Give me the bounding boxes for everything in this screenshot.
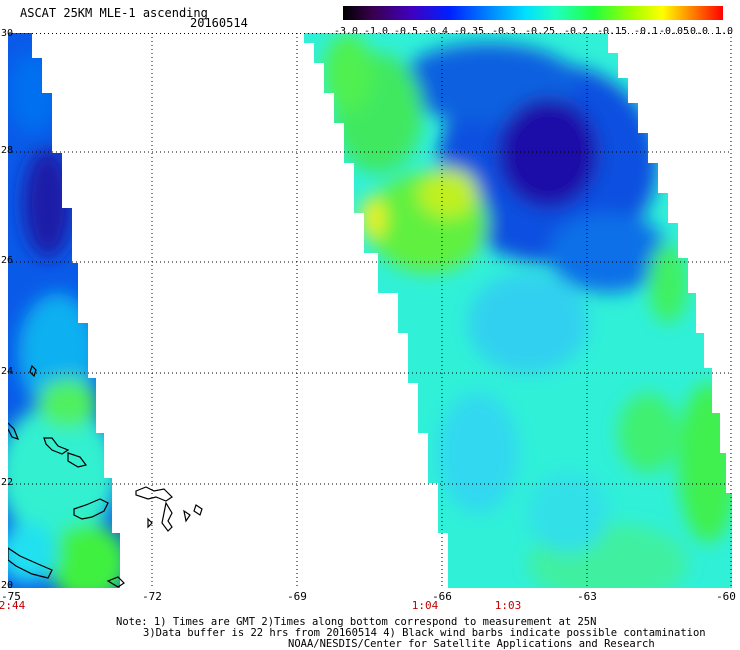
- pass-time-label: 1:03: [494, 599, 522, 612]
- x-tick-label: -72: [142, 590, 162, 603]
- map-title: ASCAT 25KM MLE-1 ascending: [20, 6, 208, 20]
- y-tick-label: 26: [1, 255, 14, 266]
- scale-label: -0.05: [658, 26, 690, 37]
- y-tick-label: 28: [1, 145, 14, 156]
- scale-label: 1.0: [714, 26, 734, 37]
- scale-label: -0.35: [453, 26, 485, 37]
- x-tick-label: -60: [716, 590, 736, 603]
- scale-label: -0.1: [633, 26, 659, 37]
- x-tick-label: -63: [577, 590, 597, 603]
- y-tick-label: 24: [1, 366, 14, 377]
- wind-map: [8, 33, 732, 588]
- color-scale-labels: -3.0 -1.0 -0.5 -0.4 -0.35 -0.3 -0.25 -0.…: [332, 26, 734, 38]
- scale-label: -0.2: [563, 26, 589, 37]
- scale-label: -0.25: [524, 26, 556, 37]
- lat-lon-grid: [8, 33, 732, 588]
- x-tick-label: -69: [287, 590, 307, 603]
- color-scale-bar: [343, 6, 723, 20]
- scale-label: -1.0: [363, 26, 389, 37]
- scale-label: 0.0: [689, 26, 709, 37]
- map-date: 20160514: [190, 16, 248, 30]
- right-swath: [304, 33, 732, 588]
- scale-label: -0.4: [423, 26, 449, 37]
- x-tick-label: -66: [432, 590, 452, 603]
- scale-label: -0.15: [596, 26, 628, 37]
- coastlines: [8, 364, 203, 588]
- pass-time-label: 1:04: [411, 599, 439, 612]
- y-tick-label: 20: [1, 580, 14, 591]
- y-tick-label: 30: [1, 28, 14, 39]
- scale-label: -0.5: [393, 26, 419, 37]
- x-tick-label: -75: [1, 590, 21, 603]
- left-swath: [8, 33, 120, 588]
- note-line-2: 3)Data buffer is 22 hrs from 20160514 4)…: [143, 627, 706, 639]
- note-line-3: NOAA/NESDIS/Center for Satellite Applica…: [288, 638, 655, 650]
- scale-label: -0.3: [491, 26, 517, 37]
- note-line-1: Note: 1) Times are GMT 2)Times along bot…: [116, 616, 597, 628]
- pass-time-label: 2:44: [0, 599, 26, 612]
- scale-label: -3.0: [333, 26, 359, 37]
- y-tick-label: 22: [1, 477, 14, 488]
